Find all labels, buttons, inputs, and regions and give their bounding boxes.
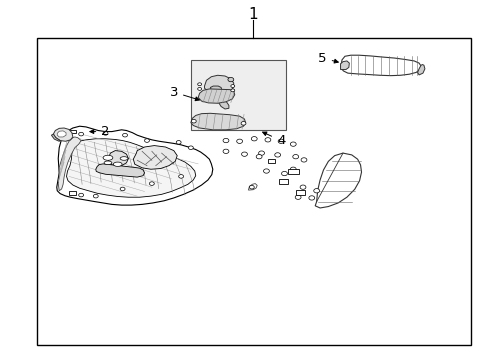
- Polygon shape: [198, 89, 234, 103]
- Polygon shape: [57, 126, 212, 205]
- Circle shape: [308, 196, 314, 200]
- Circle shape: [79, 132, 83, 136]
- Circle shape: [178, 175, 183, 178]
- Circle shape: [301, 158, 306, 162]
- Polygon shape: [108, 150, 128, 166]
- Circle shape: [249, 185, 254, 189]
- Text: 2: 2: [90, 125, 110, 138]
- Ellipse shape: [103, 155, 113, 160]
- Bar: [295, 190, 305, 195]
- Circle shape: [93, 194, 98, 198]
- Circle shape: [149, 182, 154, 185]
- Circle shape: [292, 154, 298, 159]
- Polygon shape: [96, 164, 144, 177]
- Polygon shape: [315, 153, 361, 208]
- Text: 3: 3: [169, 86, 199, 101]
- Circle shape: [300, 185, 305, 189]
- Circle shape: [258, 151, 264, 155]
- Circle shape: [251, 136, 257, 141]
- Circle shape: [230, 85, 234, 87]
- Bar: [190, 60, 285, 130]
- Circle shape: [223, 138, 228, 143]
- Text: 1: 1: [248, 7, 258, 22]
- Circle shape: [122, 134, 127, 137]
- Polygon shape: [210, 86, 228, 109]
- Polygon shape: [66, 139, 195, 197]
- Circle shape: [281, 171, 287, 176]
- Circle shape: [188, 146, 193, 149]
- Circle shape: [256, 154, 262, 159]
- Polygon shape: [340, 61, 348, 69]
- Polygon shape: [57, 131, 66, 137]
- Ellipse shape: [104, 161, 112, 165]
- Bar: [69, 130, 76, 134]
- Circle shape: [191, 120, 196, 123]
- Circle shape: [313, 189, 319, 193]
- Circle shape: [278, 139, 284, 143]
- Bar: [69, 192, 76, 195]
- Polygon shape: [190, 113, 245, 130]
- Circle shape: [227, 77, 233, 82]
- Polygon shape: [58, 137, 81, 191]
- Ellipse shape: [120, 157, 128, 160]
- Polygon shape: [51, 134, 60, 141]
- Text: 4: 4: [262, 132, 285, 147]
- Text: 5: 5: [318, 51, 338, 64]
- Circle shape: [176, 140, 181, 144]
- Circle shape: [103, 132, 108, 135]
- Circle shape: [230, 89, 234, 92]
- Circle shape: [236, 139, 242, 143]
- Circle shape: [223, 149, 228, 153]
- Ellipse shape: [113, 162, 122, 166]
- Circle shape: [144, 139, 149, 142]
- Circle shape: [290, 167, 296, 171]
- Bar: [288, 168, 299, 174]
- Circle shape: [120, 187, 125, 191]
- Circle shape: [241, 122, 245, 125]
- Polygon shape: [340, 55, 420, 76]
- Polygon shape: [133, 145, 177, 169]
- Bar: [278, 179, 288, 184]
- Circle shape: [263, 169, 269, 173]
- Bar: [267, 159, 275, 163]
- Circle shape: [290, 142, 296, 146]
- Polygon shape: [53, 128, 73, 141]
- Circle shape: [264, 138, 270, 142]
- Polygon shape: [417, 64, 424, 75]
- Circle shape: [197, 87, 201, 90]
- Circle shape: [197, 83, 201, 86]
- Circle shape: [295, 195, 301, 199]
- Circle shape: [241, 152, 247, 156]
- Polygon shape: [204, 75, 233, 95]
- Bar: [37, 39, 470, 345]
- Circle shape: [274, 153, 280, 157]
- Circle shape: [79, 193, 83, 197]
